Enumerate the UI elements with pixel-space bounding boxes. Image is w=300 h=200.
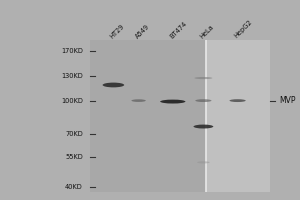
Text: 130KD: 130KD [61, 73, 83, 79]
Text: 40KD: 40KD [65, 184, 83, 190]
Text: 70KD: 70KD [65, 131, 83, 137]
Ellipse shape [194, 77, 212, 79]
Ellipse shape [230, 99, 246, 102]
Text: HT29: HT29 [109, 23, 126, 39]
Ellipse shape [197, 161, 210, 163]
Text: MVP: MVP [279, 96, 296, 105]
Bar [206, 40, 270, 192]
Text: 55KD: 55KD [65, 154, 83, 160]
Ellipse shape [195, 99, 212, 102]
Bar [90, 40, 206, 192]
Ellipse shape [160, 100, 185, 104]
Text: A549: A549 [134, 23, 151, 39]
Text: HepG2: HepG2 [233, 19, 254, 39]
Text: 100KD: 100KD [61, 98, 83, 104]
Ellipse shape [103, 83, 124, 87]
Text: 170KD: 170KD [61, 48, 83, 54]
Text: HeLa: HeLa [199, 23, 215, 39]
Text: BT474: BT474 [169, 20, 188, 39]
Ellipse shape [131, 99, 146, 102]
Ellipse shape [194, 125, 213, 128]
